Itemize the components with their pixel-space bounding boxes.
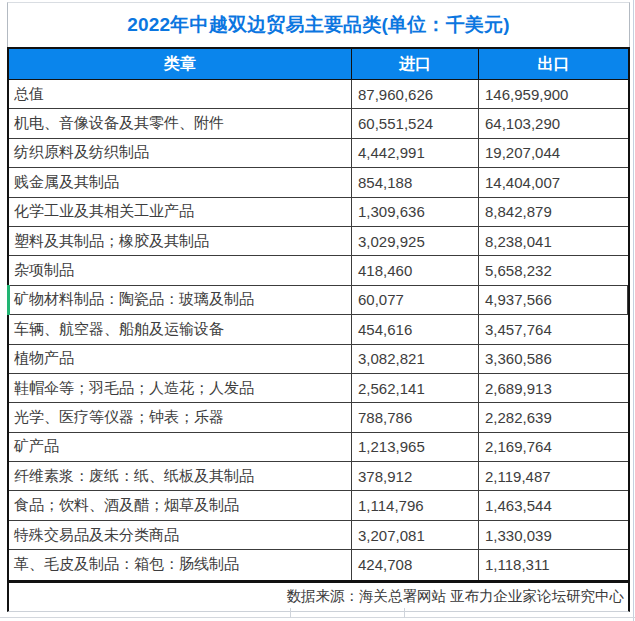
- table-row: 纺织原料及纺织制品4,442,99119,207,044: [9, 139, 628, 168]
- cell-export: 8,842,879: [479, 198, 628, 227]
- cell-import: 1,213,965: [352, 433, 479, 462]
- cell-export: 1,463,544: [479, 491, 628, 520]
- cell-category: 革、毛皮及制品：箱包：肠线制品: [9, 550, 352, 579]
- cell-import: 378,912: [352, 462, 479, 491]
- cell-category: 植物产品: [9, 345, 352, 374]
- green-row-marker: [7, 285, 10, 315]
- cell-category: 塑料及其制品；橡胶及其制品: [9, 227, 352, 256]
- cell-import: 4,442,991: [352, 139, 479, 168]
- cell-export: 19,207,044: [479, 139, 628, 168]
- cell-export: 2,119,487: [479, 462, 628, 491]
- sheet-gridline-vertical: [633, 0, 634, 621]
- cell-import: 3,207,081: [352, 521, 479, 550]
- cell-category: 车辆、航空器、船舶及运输设备: [9, 315, 352, 344]
- cell-import: 87,960,626: [352, 80, 479, 109]
- cell-category: 机电、音像设备及其零件、附件: [9, 109, 352, 138]
- cell-category: 化学工业及其相关工业产品: [9, 198, 352, 227]
- cell-export: 14,404,007: [479, 168, 628, 197]
- header-cell-import: 进口: [352, 49, 479, 80]
- table-row: 特殊交易品及未分类商品3,207,0811,330,039: [9, 521, 628, 550]
- cell-import: 788,786: [352, 403, 479, 432]
- table-body: 总值87,960,626146,959,900机电、音像设备及其零件、附件60,…: [9, 80, 628, 580]
- table-row: 杂项制品418,4605,658,232: [9, 256, 628, 285]
- cell-category: 纺织原料及纺织制品: [9, 139, 352, 168]
- cell-import: 3,082,821: [352, 345, 479, 374]
- data-source-note: 数据来源：海关总署网站 亚布力企业家论坛研究中心: [286, 587, 624, 606]
- table-footer: 数据来源：海关总署网站 亚布力企业家论坛研究中心: [7, 582, 630, 612]
- cell-import: 1,114,796: [352, 491, 479, 520]
- cell-category: 矿物材料制品：陶瓷品：玻璃及制品: [9, 286, 352, 315]
- cell-export: 1,118,311: [479, 550, 628, 579]
- table-row: 鞋帽伞等；羽毛品；人造花；人发品2,562,1412,689,913: [9, 374, 628, 403]
- table-row: 矿产品1,213,9652,169,764: [9, 433, 628, 462]
- cell-export: 8,238,041: [479, 227, 628, 256]
- cell-category: 光学、医疗等仪器；钟表；乐器: [9, 403, 352, 432]
- table-row: 食品；饮料、酒及醋；烟草及制品1,114,7961,463,544: [9, 491, 628, 520]
- table-row: 纤维素浆：废纸：纸、纸板及其制品378,9122,119,487: [9, 462, 628, 491]
- cell-export: 4,937,566: [479, 286, 628, 315]
- header-cell-export: 出口: [479, 49, 628, 80]
- table-header-row: 类章 进口 出口: [9, 49, 628, 80]
- cell-category: 矿产品: [9, 433, 352, 462]
- cell-import: 60,551,524: [352, 109, 479, 138]
- cell-export: 2,169,764: [479, 433, 628, 462]
- cell-category: 贱金属及其制品: [9, 168, 352, 197]
- cell-import: 454,616: [352, 315, 479, 344]
- cell-category: 总值: [9, 80, 352, 109]
- cell-export: 146,959,900: [479, 80, 628, 109]
- table-row: 贱金属及其制品854,18814,404,007: [9, 168, 628, 197]
- cell-import: 60,077: [352, 286, 479, 315]
- trade-table-widget: 2022年中越双边贸易主要品类(单位：千美元) 类章 进口 出口 总值87,96…: [7, 2, 630, 612]
- cell-export: 3,360,586: [479, 345, 628, 374]
- table-row: 矿物材料制品：陶瓷品：玻璃及制品60,0774,937,566: [9, 286, 628, 315]
- cell-category: 杂项制品: [9, 256, 352, 285]
- title-bar: 2022年中越双边贸易主要品类(单位：千美元): [7, 2, 630, 47]
- cell-category: 纤维素浆：废纸：纸、纸板及其制品: [9, 462, 352, 491]
- table-row: 革、毛皮及制品：箱包：肠线制品424,7081,118,311: [9, 550, 628, 579]
- cell-export: 5,658,232: [479, 256, 628, 285]
- cell-export: 2,689,913: [479, 374, 628, 403]
- cell-import: 2,562,141: [352, 374, 479, 403]
- cell-import: 424,708: [352, 550, 479, 579]
- table-row: 化学工业及其相关工业产品1,309,6368,842,879: [9, 198, 628, 227]
- sheet-gridline-horizontal: [0, 617, 635, 618]
- sheet-gridline-tick: [404, 608, 405, 618]
- trade-table: 类章 进口 出口 总值87,960,626146,959,900机电、音像设备及…: [7, 47, 630, 582]
- cell-export: 3,457,764: [479, 315, 628, 344]
- header-cell-category: 类章: [9, 49, 352, 80]
- cell-import: 3,029,925: [352, 227, 479, 256]
- table-row: 植物产品3,082,8213,360,586: [9, 345, 628, 374]
- cell-export: 2,282,639: [479, 403, 628, 432]
- cell-category: 特殊交易品及未分类商品: [9, 521, 352, 550]
- cell-import: 1,309,636: [352, 198, 479, 227]
- sheet-gridline-tick: [290, 608, 291, 618]
- cell-category: 食品；饮料、酒及醋；烟草及制品: [9, 491, 352, 520]
- cell-export: 1,330,039: [479, 521, 628, 550]
- table-row: 塑料及其制品；橡胶及其制品3,029,9258,238,041: [9, 227, 628, 256]
- cell-export: 64,103,290: [479, 109, 628, 138]
- cell-category: 鞋帽伞等；羽毛品；人造花；人发品: [9, 374, 352, 403]
- cell-import: 854,188: [352, 168, 479, 197]
- cell-import: 418,460: [352, 256, 479, 285]
- table-row: 机电、音像设备及其零件、附件60,551,52464,103,290: [9, 109, 628, 138]
- table-row: 光学、医疗等仪器；钟表；乐器788,7862,282,639: [9, 403, 628, 432]
- table-row: 总值87,960,626146,959,900: [9, 80, 628, 109]
- table-row: 车辆、航空器、船舶及运输设备454,6163,457,764: [9, 315, 628, 344]
- page-title: 2022年中越双边贸易主要品类(单位：千美元): [127, 12, 510, 38]
